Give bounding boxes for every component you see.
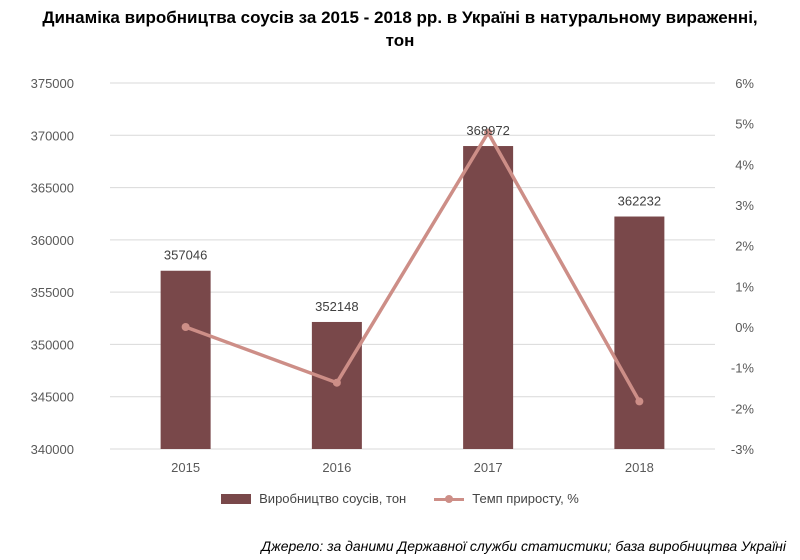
legend-line-label: Темп приросту, % (472, 491, 579, 506)
bar-data-label: 368972 (466, 123, 509, 138)
line-series (181, 128, 644, 406)
chart-title: Динаміка виробництва соусів за 2015 - 20… (0, 6, 800, 52)
growth-rate-point (484, 128, 493, 137)
chart-title-line-1: Динаміка виробництва соусів за 2015 - 20… (42, 8, 758, 27)
legend-line-swatch (434, 494, 465, 504)
bar (463, 146, 514, 450)
left-axis-ticks: 340000 345000 350000 355000 360000 365000 3700… (31, 76, 74, 457)
right-tick-label: 2% (735, 239, 754, 254)
bar (160, 270, 211, 449)
right-tick-label: -1% (731, 361, 755, 376)
legend-bar-label: Виробництво соусів, тон (259, 491, 407, 506)
x-tick-label: 2016 (322, 460, 351, 475)
x-tick-label: 2015 (171, 460, 200, 475)
right-tick-label: -3% (731, 442, 755, 457)
right-tick-label: 1% (735, 279, 754, 294)
left-tick-label: 375000 (31, 76, 74, 91)
left-tick-label: 350000 (31, 337, 74, 352)
right-tick-label: 3% (735, 198, 754, 213)
growth-rate-line (185, 130, 641, 403)
right-tick-label: 6% (735, 76, 754, 91)
x-axis-labels: 2015 2016 2017 2018 (171, 460, 654, 475)
gridlines (110, 82, 715, 450)
x-tick-label: 2017 (474, 460, 503, 475)
right-axis-ticks: -3% -2% -1% 0% 1% 2% 3% 4% 5% 6% (731, 76, 755, 457)
legend-item-bars: Виробництво соусів, тон (221, 491, 406, 506)
left-tick-label: 365000 (31, 181, 74, 196)
left-tick-label: 360000 (31, 233, 74, 248)
bar-series (160, 146, 665, 450)
source-note: Джерело: за даними Державної служби стат… (261, 538, 786, 554)
legend-bar-swatch (221, 493, 252, 504)
growth-rate-point (332, 378, 341, 387)
right-tick-label: 5% (735, 117, 754, 132)
chart-title-line-2: тон (385, 31, 415, 50)
growth-rate-point (181, 323, 190, 331)
right-tick-label: 4% (735, 157, 754, 172)
bar-data-labels: 357046 352148 368972 362232 (164, 123, 661, 314)
bar-data-label: 357046 (164, 248, 207, 263)
left-tick-label: 340000 (31, 442, 74, 457)
x-tick-label: 2018 (625, 460, 654, 475)
left-tick-label: 355000 (31, 285, 74, 300)
right-tick-label: -2% (731, 401, 755, 416)
legend: Виробництво соусів, тон Темп приросту, % (0, 491, 800, 506)
growth-rate-point (635, 397, 644, 406)
legend-item-line: Темп приросту, % (434, 491, 579, 506)
bar-data-label: 352148 (315, 299, 358, 314)
left-tick-label: 345000 (31, 390, 74, 405)
left-tick-label: 370000 (31, 128, 74, 143)
bar-data-label: 362232 (618, 194, 661, 209)
bar (614, 216, 665, 449)
right-tick-label: 0% (735, 320, 754, 335)
